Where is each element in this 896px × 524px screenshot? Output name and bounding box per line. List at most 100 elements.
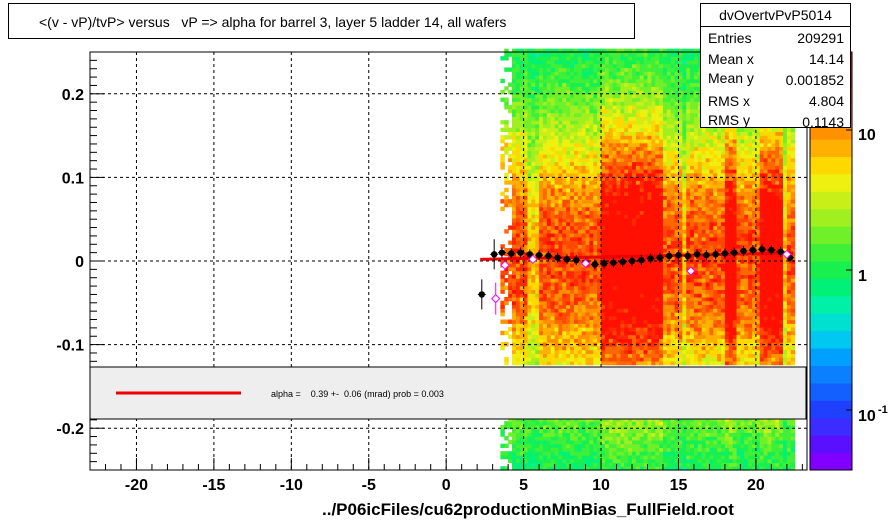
- heatmap-cell: [620, 229, 625, 234]
- heatmap-cell: [550, 274, 556, 279]
- heatmap-cell: [601, 63, 606, 69]
- heatmap-cell: [570, 210, 575, 215]
- heatmap-cell: [666, 447, 672, 452]
- heatmap-cell: [558, 466, 563, 471]
- heatmap-cell: [608, 199, 614, 204]
- heatmap-cell: [662, 184, 668, 189]
- heatmap-cell: [604, 244, 610, 249]
- heatmap-cell: [562, 289, 567, 294]
- heatmap-cell: [635, 112, 641, 117]
- heatmap-cell: [535, 244, 540, 249]
- heatmap-cell: [635, 236, 641, 242]
- heatmap-cell: [620, 323, 625, 328]
- heatmap-cell: [539, 229, 544, 234]
- heatmap-cell: [573, 451, 579, 456]
- heatmap-cell: [647, 202, 652, 208]
- heatmap-cell: [643, 56, 649, 61]
- heatmap-cell: [601, 131, 606, 136]
- heatmap-cell: [550, 353, 556, 358]
- heatmap-cell: [659, 146, 664, 151]
- heatmap-cell: [527, 56, 532, 61]
- heatmap-cell: [628, 466, 633, 471]
- heatmap-cell: [597, 206, 602, 212]
- heatmap-cell: [573, 436, 579, 441]
- heatmap-cell: [566, 210, 571, 215]
- heatmap-column: [690, 48, 695, 471]
- heatmap-cell: [570, 86, 575, 91]
- heatmap-cell: [515, 172, 521, 178]
- heatmap-cell: [601, 360, 606, 366]
- heatmap-cell: [573, 135, 579, 140]
- heatmap-cell: [597, 86, 602, 91]
- heatmap-cell: [639, 63, 645, 69]
- heatmap-cell: [515, 308, 521, 313]
- heatmap-cell: [655, 357, 660, 362]
- heatmap-cell: [678, 229, 683, 234]
- heatmap-cell: [682, 146, 687, 151]
- heatmap-cell: [678, 349, 683, 354]
- heatmap-cell: [690, 48, 695, 54]
- heatmap-column: [539, 48, 544, 471]
- heatmap-cell: [562, 153, 567, 159]
- heatmap-cell: [515, 274, 521, 279]
- heatmap-cell: [632, 451, 637, 456]
- heatmap-cell: [573, 443, 579, 449]
- heatmap-cell: [558, 56, 563, 61]
- heatmap-cell: [573, 206, 579, 212]
- heatmap-cell: [620, 266, 625, 272]
- heatmap-cell: [666, 105, 672, 110]
- heatmap-cell: [515, 462, 521, 467]
- heatmap-cell: [593, 304, 598, 309]
- heatmap-cell: [504, 146, 509, 151]
- heatmap-cell: [562, 138, 567, 144]
- heatmap-cell: [577, 330, 583, 336]
- heatmap-cell: [601, 206, 606, 212]
- heatmap-cell: [577, 443, 583, 449]
- heatmap-cell: [659, 195, 664, 200]
- heatmap-cell: [523, 135, 529, 140]
- heatmap-cell: [562, 285, 567, 291]
- heatmap-cell: [635, 439, 641, 445]
- heatmap-cell: [585, 278, 591, 283]
- heatmap-cell: [535, 157, 540, 163]
- heatmap-cell: [597, 353, 602, 358]
- heatmap-cell: [531, 451, 536, 456]
- heatmap-cell: [678, 146, 683, 151]
- heatmap-cell: [632, 417, 637, 422]
- heatmap-cell: [570, 202, 575, 208]
- heatmap-cell: [643, 217, 649, 223]
- heatmap-cell: [678, 127, 683, 133]
- heatmap-cell: [612, 63, 618, 69]
- heatmap-cell: [550, 153, 556, 159]
- heatmap-cell: [659, 428, 664, 433]
- heatmap-cell: [546, 466, 552, 471]
- heatmap-cell: [562, 123, 567, 129]
- heatmap-cell: [647, 274, 652, 279]
- heatmap-cell: [682, 97, 687, 102]
- heatmap-cell: [597, 74, 602, 80]
- heatmap-cell: [546, 443, 552, 449]
- heatmap-cell: [562, 251, 567, 257]
- heatmap-cell: [542, 424, 548, 430]
- heatmap-cell: [515, 244, 521, 249]
- heatmap-cell: [542, 454, 548, 460]
- heatmap-cell: [519, 439, 525, 445]
- heatmap-cell: [523, 67, 529, 72]
- heatmap-cell: [674, 345, 680, 351]
- heatmap-cell: [597, 349, 602, 354]
- heatmap-cell: [632, 462, 637, 467]
- heatmap-cell: [624, 251, 629, 257]
- heatmap-cell: [554, 112, 560, 117]
- heatmap-cell: [531, 78, 536, 84]
- heatmap-cell: [659, 127, 664, 133]
- heatmap-cell: [690, 169, 695, 174]
- heatmap-cell: [601, 116, 606, 121]
- heatmap-cell: [523, 274, 529, 279]
- heatmap-cell: [535, 424, 540, 430]
- heatmap-cell: [659, 90, 664, 95]
- heatmap-cell: [608, 97, 614, 102]
- heatmap-cell: [511, 78, 517, 84]
- heatmap-cell: [581, 278, 587, 283]
- heatmap-cell: [693, 217, 699, 223]
- heatmap-cell: [608, 319, 614, 324]
